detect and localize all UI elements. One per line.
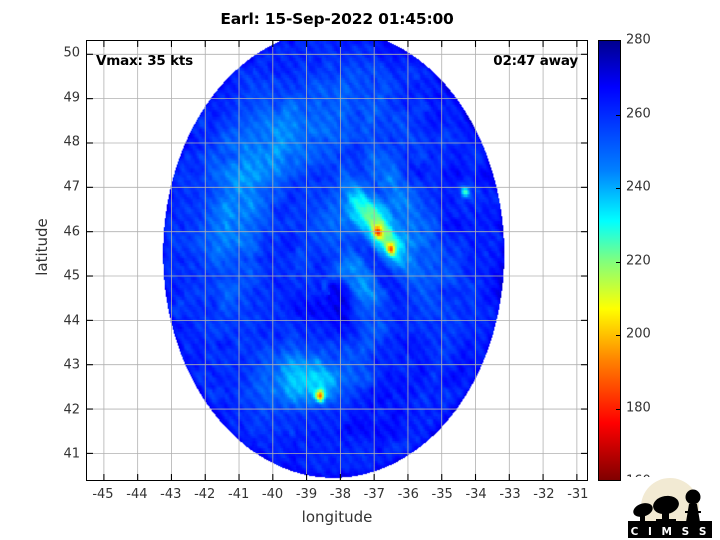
- y-tick-label: 41: [63, 446, 80, 462]
- x-tick-label: -36: [397, 487, 419, 502]
- colorbar-tick-mark: [616, 408, 620, 410]
- colorbar-tick-label: 220: [626, 253, 651, 268]
- colorbar-tick-label: 240: [626, 179, 651, 195]
- cimss-logo: C I M S S: [622, 477, 718, 539]
- cimss-logo-text: C I M S S: [631, 526, 710, 538]
- colorbar-tick-label: 280: [626, 32, 651, 48]
- colorbar-tick-mark: [616, 188, 620, 189]
- y-tick-label: 43: [63, 357, 80, 373]
- x-tick-label: -34: [465, 487, 487, 502]
- x-tick-label: -41: [228, 487, 250, 502]
- y-tick-label: 44: [63, 313, 80, 329]
- y-tick-label: 47: [63, 179, 80, 195]
- x-tick-label: -40: [261, 487, 284, 502]
- y-tick-label: 49: [63, 90, 80, 106]
- x-tick-label: -38: [329, 487, 352, 502]
- plot-area[interactable]: Vmax: 35 kts 02:47 away: [86, 40, 588, 481]
- colorbar-tick-mark: [616, 335, 620, 336]
- y-axis-label: latitude: [33, 218, 51, 276]
- y-tick-label: 45: [63, 268, 80, 284]
- y-tick-label: 46: [63, 224, 80, 240]
- colorbar-tick-mark: [616, 114, 620, 116]
- colorbar-tick-label: 200: [626, 326, 651, 342]
- x-tick-label: -33: [499, 487, 521, 502]
- x-tick-label: -44: [126, 487, 148, 502]
- y-tick-label: 50: [63, 45, 80, 61]
- x-tick-label: -42: [194, 487, 216, 502]
- brightness-temperature-heatmap: [87, 41, 587, 480]
- colorbar-tick-label: 260: [626, 106, 651, 121]
- colorbar-tick-mark: [616, 261, 620, 263]
- x-tick-label: -39: [295, 487, 318, 502]
- x-axis-label: longitude: [301, 508, 373, 526]
- colorbar[interactable]: [598, 40, 621, 481]
- x-tick-label: -31: [567, 487, 589, 502]
- time-away-annotation: 02:47 away: [493, 53, 578, 69]
- x-tick-label: -32: [533, 487, 555, 502]
- x-tick-label: -35: [431, 487, 453, 502]
- x-tick-label: -43: [160, 487, 182, 502]
- colorbar-tick-label: 180: [626, 400, 651, 415]
- x-tick-label: -45: [92, 487, 114, 502]
- y-tick-label: 42: [63, 402, 80, 418]
- y-tick-label: 48: [63, 134, 80, 150]
- vmax-annotation: Vmax: 35 kts: [96, 53, 193, 69]
- page-title: Earl: 15-Sep-2022 01:45:00: [220, 10, 454, 28]
- x-tick-label: -37: [363, 487, 385, 502]
